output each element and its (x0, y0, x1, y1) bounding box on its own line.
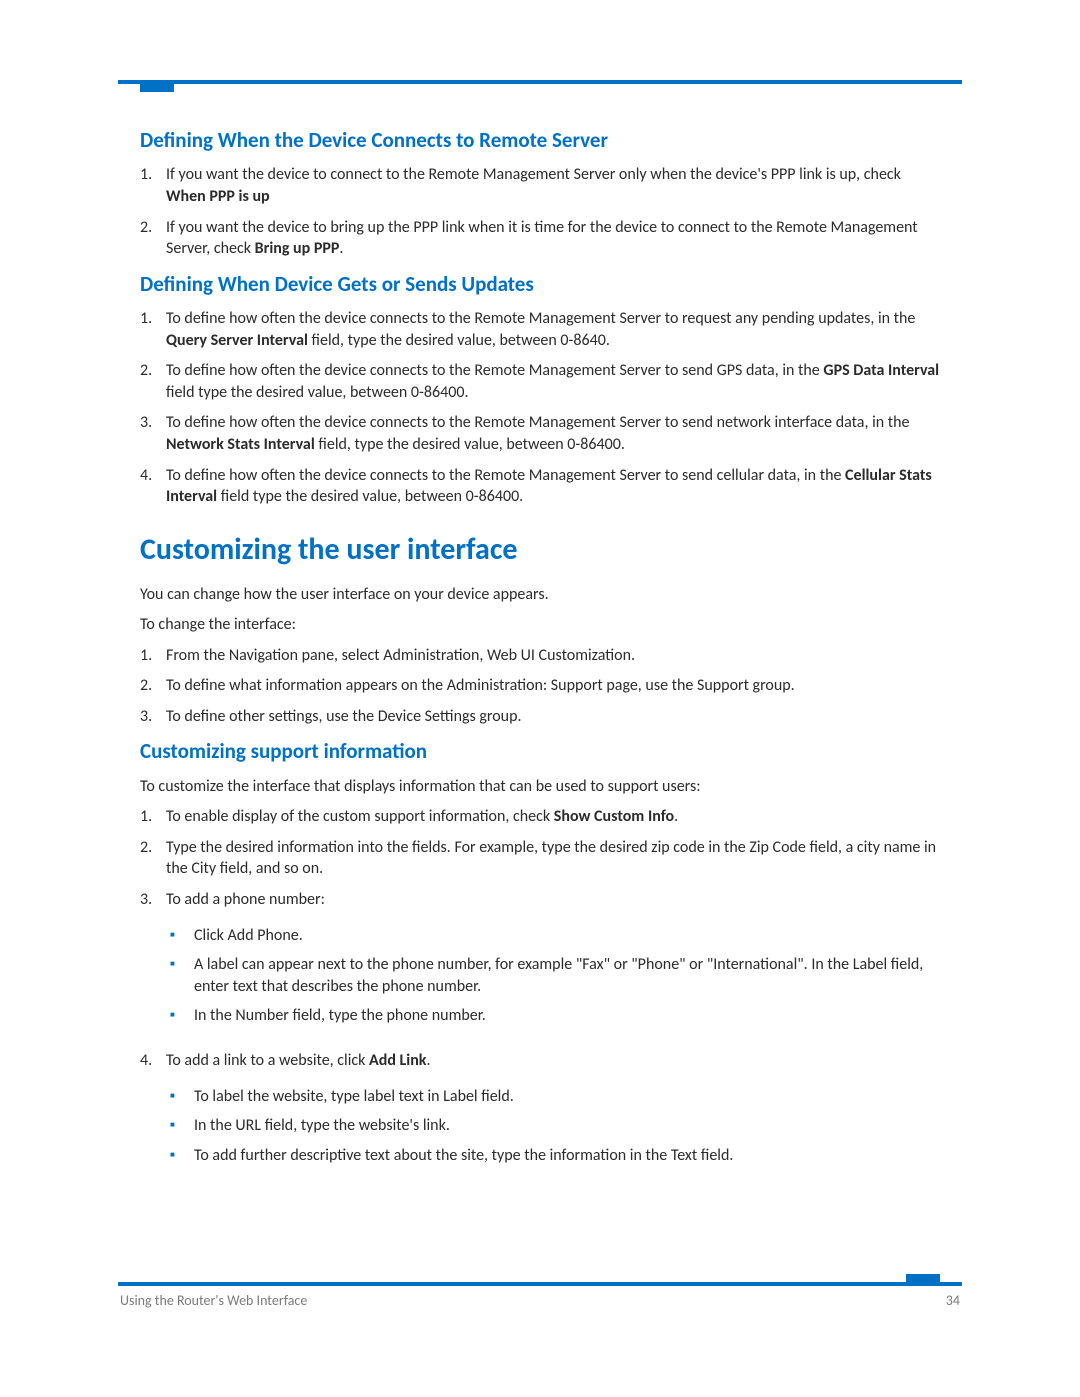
heading-updates: Defining When Device Gets or Sends Updat… (140, 270, 942, 298)
list-number: 3. (140, 889, 166, 911)
list-item: 2.To define what information appears on … (140, 675, 942, 697)
page-number: 34 (946, 1292, 960, 1311)
heading-customizing-ui: Customizing the user interface (140, 530, 942, 571)
sublist-item: Click Add Phone. (170, 925, 942, 947)
list-text: Type the desired information into the fi… (166, 837, 942, 880)
list-support: 1. To enable display of the custom suppo… (140, 806, 942, 1180)
list-item: 1. To enable display of the custom suppo… (140, 806, 942, 828)
list-number: 3. (140, 412, 166, 455)
list-number: 2. (140, 360, 166, 403)
footer-left: Using the Router's Web Interface (120, 1292, 307, 1311)
sublist-item: To label the website, type label text in… (170, 1086, 942, 1108)
heading-support-info: Customizing support information (140, 737, 942, 765)
footer-rule (118, 1282, 962, 1286)
list-text: To define how often the device connects … (166, 308, 942, 351)
list-item: 1.From the Navigation pane, select Admin… (140, 645, 942, 667)
list-item: 2. To define how often the device connec… (140, 360, 942, 403)
list-item: 3.To define other settings, use the Devi… (140, 706, 942, 728)
list-item: 2. Type the desired information into the… (140, 837, 942, 880)
footer-tab (906, 1274, 940, 1286)
header-rule (118, 80, 962, 84)
sublist: To label the website, type label text in… (170, 1078, 942, 1175)
list-number: 1. (140, 308, 166, 351)
list-updates: 1. To define how often the device connec… (140, 308, 942, 508)
list-text: To add a phone number: (166, 889, 942, 911)
list-item: 2. If you want the device to bring up th… (140, 217, 942, 260)
list-number: 1. (140, 645, 166, 667)
sublist: Click Add Phone. A label can appear next… (170, 917, 942, 1035)
list-item: 1. To define how often the device connec… (140, 308, 942, 351)
list-number: 2. (140, 675, 166, 697)
list-item: 4. To add a link to a website, click Add… (140, 1050, 942, 1180)
paragraph: To customize the interface that displays… (140, 776, 942, 798)
list-text: From the Navigation pane, select Adminis… (166, 645, 942, 667)
page-footer: Using the Router's Web Interface 34 (118, 1282, 962, 1311)
list-number: 1. (140, 806, 166, 828)
list-number: 4. (140, 1050, 166, 1072)
paragraph: You can change how the user interface on… (140, 584, 942, 606)
list-item: 4. To define how often the device connec… (140, 465, 942, 508)
list-item: 3. To add a phone number: Click Add Phon… (140, 889, 942, 1041)
list-text: To enable display of the custom support … (166, 806, 942, 828)
header-tab (140, 80, 174, 92)
list-number: 4. (140, 465, 166, 508)
list-number: 2. (140, 217, 166, 260)
list-number: 2. (140, 837, 166, 880)
list-connects: 1. If you want the device to connect to … (140, 164, 942, 259)
page-content: Defining When the Device Connects to Rem… (140, 118, 942, 1190)
sublist-item: A label can appear next to the phone num… (170, 954, 942, 997)
heading-connects: Defining When the Device Connects to Rem… (140, 126, 942, 154)
list-text: If you want the device to connect to the… (166, 164, 942, 207)
paragraph: To change the interface: (140, 614, 942, 636)
sublist-item: In the Number field, type the phone numb… (170, 1005, 942, 1027)
list-item: 1. If you want the device to connect to … (140, 164, 942, 207)
list-text: To define how often the device connects … (166, 465, 942, 508)
list-text: If you want the device to bring up the P… (166, 217, 942, 260)
sublist-item: To add further descriptive text about th… (170, 1145, 942, 1167)
list-number: 3. (140, 706, 166, 728)
list-item: 3. To define how often the device connec… (140, 412, 942, 455)
list-number: 1. (140, 164, 166, 207)
list-text: To define how often the device connects … (166, 412, 942, 455)
list-change-interface: 1.From the Navigation pane, select Admin… (140, 645, 942, 728)
sublist-item: In the URL field, type the website's lin… (170, 1115, 942, 1137)
list-text: To define how often the device connects … (166, 360, 942, 403)
list-text: To define other settings, use the Device… (166, 706, 942, 728)
list-text: To add a link to a website, click Add Li… (166, 1050, 942, 1072)
list-text: To define what information appears on th… (166, 675, 942, 697)
